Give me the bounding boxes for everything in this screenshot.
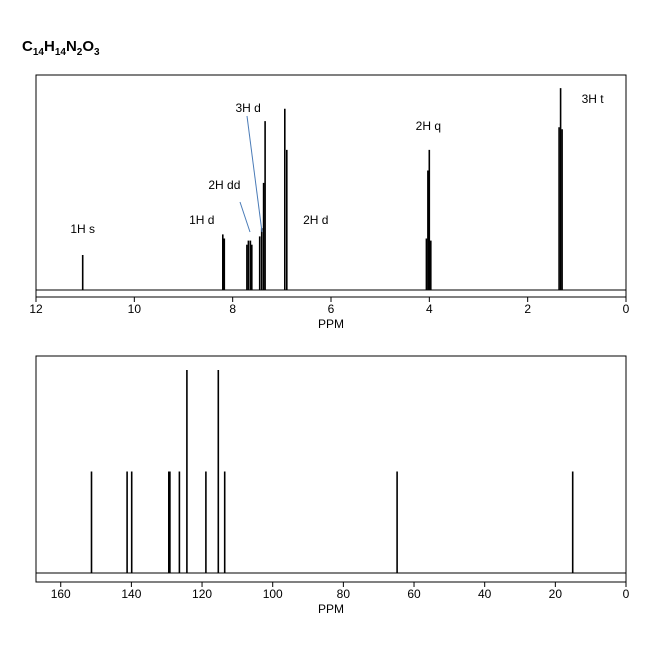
- x-tick-label: 160: [51, 587, 71, 601]
- formula-hydrogen-count: 14: [54, 47, 66, 58]
- x-tick-label: 2: [524, 302, 531, 316]
- molecular-formula: C14H14N2O3: [22, 38, 100, 58]
- peak-annotation: 2H q: [416, 119, 441, 133]
- peak-annotation: 3H d: [235, 101, 260, 115]
- x-tick-label: 0: [623, 587, 630, 601]
- peak-annotation: 3H t: [582, 92, 605, 106]
- peak-annotation: 1H d: [189, 213, 214, 227]
- formula-carbon-count: 14: [32, 47, 44, 58]
- formula-hydrogen: H: [43, 38, 55, 55]
- peak-annotation: 2H d: [303, 213, 328, 227]
- x-tick-label: 60: [407, 587, 421, 601]
- annotation-leader-line: [246, 115, 263, 233]
- formula-nitrogen: N: [65, 38, 77, 55]
- plot-frame: [35, 355, 627, 583]
- formula-carbon: C: [22, 38, 33, 55]
- formula-oxygen: O: [82, 38, 95, 55]
- x-tick-label: 20: [549, 587, 563, 601]
- x-axis-label: PPM: [318, 317, 344, 331]
- peak-annotation: 2H dd: [208, 178, 240, 192]
- x-tick-label: 80: [337, 587, 351, 601]
- x-tick-label: 0: [623, 302, 630, 316]
- x-tick-label: 100: [263, 587, 283, 601]
- x-tick-label: 40: [478, 587, 492, 601]
- peak-annotation: 1H s: [70, 222, 95, 236]
- x-tick-label: 6: [328, 302, 335, 316]
- annotation-leader-line: [239, 201, 251, 233]
- carbon-nmr-spectrum: 160 140 120 100 80 60 40 20 0 PPM: [35, 355, 630, 616]
- x-axis-label: PPM: [318, 602, 344, 616]
- x-tick-label: 140: [121, 587, 141, 601]
- formula-oxygen-count: 3: [94, 47, 100, 58]
- x-tick-label: 120: [192, 587, 212, 601]
- x-tick-label: 4: [426, 302, 433, 316]
- x-tick-label: 8: [229, 302, 236, 316]
- x-tick-label: 12: [29, 302, 43, 316]
- proton-nmr-spectrum: 12 10 8 6 4 2 0 PPM 1H s 1H d 2H dd 3H d 2H d 2H q 3H …: [29, 74, 630, 331]
- plot-frame: [35, 74, 627, 298]
- x-tick-label: 10: [128, 302, 142, 316]
- formula-nitrogen-count: 2: [76, 47, 83, 58]
